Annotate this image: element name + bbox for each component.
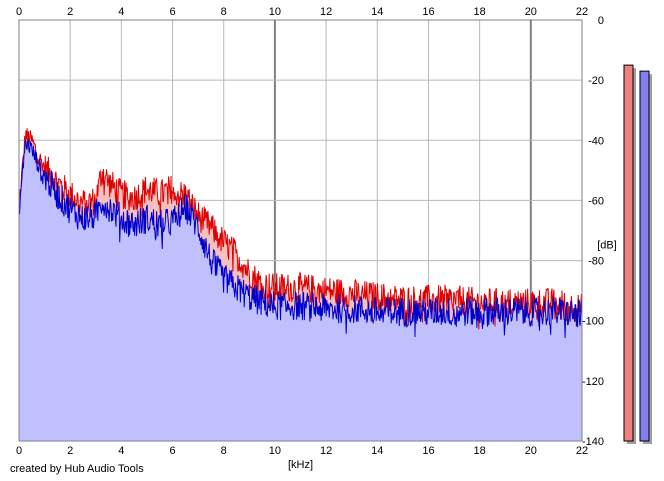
plot-frame bbox=[18, 19, 583, 442]
x-tick-label-top: 2 bbox=[67, 6, 73, 18]
x-tick-label-bottom: 6 bbox=[169, 445, 175, 457]
x-tick-label-top: 6 bbox=[169, 6, 175, 18]
y-tick-label: -140 bbox=[582, 436, 604, 448]
x-tick-label-top: 10 bbox=[269, 6, 281, 18]
series-line-2 bbox=[18, 138, 583, 339]
x-tick-label-bottom: 4 bbox=[118, 445, 124, 457]
x-tick-label-top: 12 bbox=[320, 6, 332, 18]
level-meter-bar bbox=[623, 64, 634, 442]
x-tick-label-bottom: 12 bbox=[320, 445, 332, 457]
y-tick-labels: 0 -20 -40 -60 -80 -100 -120 -140 bbox=[582, 15, 604, 448]
y-tick-label: -20 bbox=[588, 75, 604, 87]
y-tick-label: -40 bbox=[588, 135, 604, 147]
x-tick-label-top: 4 bbox=[118, 6, 124, 18]
x-tick-label-top: 14 bbox=[371, 6, 383, 18]
x-tick-label-bottom: 18 bbox=[474, 445, 486, 457]
x-tick-label-bottom: 0 bbox=[16, 445, 22, 457]
x-tick-labels-top: 0 2 4 6 8 10 12 14 16 18 20 22 bbox=[16, 6, 588, 18]
credit-text: created by Hub Audio Tools bbox=[10, 463, 144, 475]
series-area-2 bbox=[19, 138, 582, 441]
x-tick-label-top: 16 bbox=[422, 6, 434, 18]
x-tick-label-bottom: 22 bbox=[576, 445, 588, 457]
x-tick-label-top: 0 bbox=[16, 6, 22, 18]
series-lines bbox=[18, 128, 583, 339]
x-tick-label-bottom: 20 bbox=[525, 445, 537, 457]
x-tick-label-bottom: 8 bbox=[221, 445, 227, 457]
x-tick-label-bottom: 2 bbox=[67, 445, 73, 457]
level-meter-bar bbox=[639, 70, 650, 442]
y-tick-label: -120 bbox=[582, 376, 604, 388]
x-tick-label-top: 20 bbox=[525, 6, 537, 18]
x-axis-label: [kHz] bbox=[288, 459, 313, 471]
x-tick-label-top: 8 bbox=[221, 6, 227, 18]
y-tick-label: -100 bbox=[582, 316, 604, 328]
y-tick-label: -60 bbox=[588, 195, 604, 207]
x-tick-label-bottom: 14 bbox=[371, 445, 383, 457]
y-tick-label: -80 bbox=[588, 256, 604, 268]
x-tick-label-bottom: 16 bbox=[422, 445, 434, 457]
x-tick-label-bottom: 10 bbox=[269, 445, 281, 457]
y-axis-label: [dB] bbox=[597, 240, 617, 252]
x-tick-labels-bottom: 0 2 4 6 8 10 12 14 16 18 20 22 bbox=[16, 445, 588, 457]
x-tick-label-top: 22 bbox=[576, 6, 588, 18]
y-tick-label: 0 bbox=[598, 15, 604, 27]
x-tick-label-top: 18 bbox=[474, 6, 486, 18]
level-meters bbox=[623, 64, 652, 444]
